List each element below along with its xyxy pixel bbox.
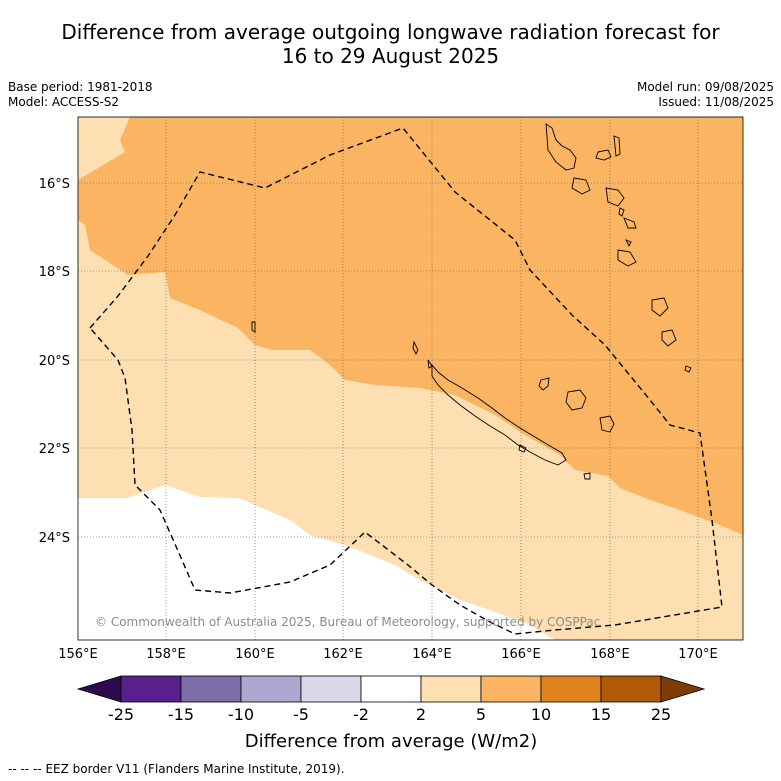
title-line-2: 16 to 29 August 2025 [281,44,500,68]
lat-tick-label: 16°S [39,177,70,192]
lon-tick-label: 156°E [58,647,98,662]
colorbar-tick-label: -5 [293,705,309,724]
map-frame [77,116,744,641]
map-title: Difference from average outgoing longwav… [0,20,781,68]
colorbar-segment [120,675,182,703]
colorbar-tick-label: -25 [108,705,134,724]
lat-tick-label: 24°S [39,531,70,546]
colorbar: -25 -15 -10 -5 -2 2 5 10 15 25 Differenc… [76,675,706,752]
issued-date: Issued: 11/08/2025 [658,95,774,109]
lat-tick-label: 20°S [39,354,70,369]
longitude-ticks: 156°E 158°E 160°E 162°E 164°E 166°E 168°… [58,647,718,662]
colorbar-tick-label: -15 [168,705,194,724]
loyalty-islands [538,377,550,391]
lon-tick-label: 166°E [501,647,541,662]
colorbar-tick-label: 10 [531,705,551,724]
lon-tick-label: 164°E [412,647,452,662]
lat-tick-label: 18°S [39,265,70,280]
colorbar-tick-label: 15 [591,705,611,724]
colorbar-extend-low [76,675,122,703]
lon-tick-label: 168°E [590,647,630,662]
colorbar-segment [240,675,302,703]
colorbar-tick-label: 5 [476,705,486,724]
latitude-ticks: 16°S 18°S 20°S 22°S 24°S [39,177,70,546]
lon-tick-label: 158°E [146,647,186,662]
lon-tick-label: 162°E [323,647,363,662]
map-area: © Commonwealth of Australia 2025, Bureau… [78,117,743,640]
colorbar-extend-high [660,675,706,703]
colorbar-segment [540,675,602,703]
colorbar-segment [480,675,542,703]
graticule [78,117,743,640]
colorbar-tick-label: 2 [416,705,426,724]
eez-border [89,127,723,635]
colorbar-label: Difference from average (W/m2) [245,731,537,752]
vanuatu-islands [545,123,577,171]
lon-tick-label: 160°E [235,647,275,662]
lat-tick-label: 22°S [39,442,70,457]
colorbar-tick-label: 25 [651,705,671,724]
coastlines [251,123,692,480]
colorbar-tick-label: -2 [353,705,369,724]
colorbar-segment [420,675,482,703]
colorbar-segment [600,675,662,703]
meta-right: Model run: 09/08/2025 Issued: 11/08/2025 [637,80,774,110]
eez-legend-symbol: -- -- -- [8,762,42,776]
model-run: Model run: 09/08/2025 [636,80,774,94]
copyright-note: © Commonwealth of Australia 2025, Bureau… [95,615,600,629]
base-period: Base period: 1981-2018 [8,80,153,94]
colorbar-ticks: -25 -15 -10 -5 -2 2 5 10 15 25 [108,705,671,724]
model-name: Model: ACCESS-S2 [8,95,120,109]
colorbar-segment [300,675,362,703]
eez-legend: -- -- -- EEZ border V11 (Flanders Marine… [8,762,345,776]
colorbar-segment [360,675,422,703]
colorbar-segment [180,675,242,703]
region-5-to-10 [78,117,743,535]
colorbar-tick-label: -10 [228,705,254,724]
eez-legend-label: EEZ border V11 (Flanders Marine Institut… [45,762,345,776]
title-line-1: Difference from average outgoing longwav… [61,20,720,44]
meta-left: Base period: 1981-2018 Model: ACCESS-S2 [8,80,153,110]
new-caledonia-coastline [431,363,567,466]
lon-tick-label: 170°E [678,647,718,662]
